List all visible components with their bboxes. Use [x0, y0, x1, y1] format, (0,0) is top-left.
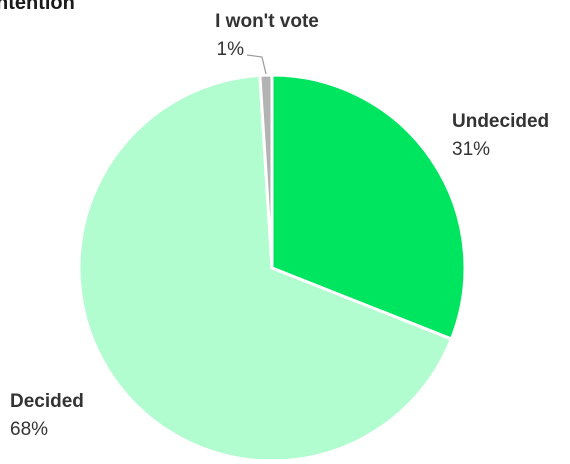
slice-value-i-won-t-vote: 1% [217, 39, 245, 60]
slice-value-decided: 68% [10, 419, 48, 440]
chart-title: ntention [0, 0, 75, 14]
pie-slice-i-won-t-vote [258, 73, 274, 270]
slice-label-undecided: Undecided [452, 111, 549, 132]
slice-label-decided: Decided [10, 391, 84, 412]
pie-slice-undecided [270, 73, 467, 341]
pie-slice-decided [77, 73, 453, 463]
slice-label-i-won-t-vote: I won't vote [215, 11, 319, 32]
slice-value-undecided: 31% [452, 139, 490, 160]
leader-line-i-won-t-vote [246, 54, 267, 75]
